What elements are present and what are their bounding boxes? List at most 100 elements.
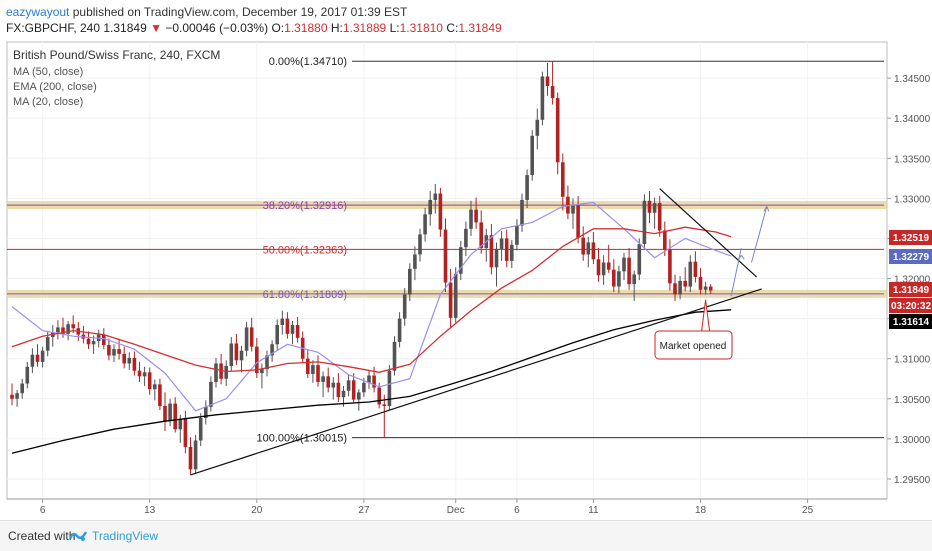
tradingview-logo-icon[interactable]: [68, 527, 88, 543]
candle-body: [321, 376, 325, 382]
candle-body: [632, 274, 636, 285]
fib-label: 50.00%(1.32363): [263, 244, 347, 256]
candle-body: [35, 354, 40, 362]
candle-body: [698, 276, 703, 290]
author-link[interactable]: eazywayout: [6, 5, 70, 19]
candle-body: [127, 357, 132, 364]
price-tag-label: 1.32519: [893, 233, 930, 244]
legend-ma50: MA (50, close): [13, 66, 83, 78]
candle-body: [239, 350, 244, 361]
candle-body: [703, 286, 708, 290]
candle-body: [428, 199, 432, 215]
candle-body: [657, 203, 662, 231]
candle-body: [91, 341, 96, 345]
x-tick-label: 13: [144, 505, 156, 516]
fib-label: 38.20%(1.32916): [263, 200, 347, 212]
projection-arrow-1: [730, 247, 742, 297]
candle-body: [382, 404, 387, 406]
candle-body: [311, 365, 315, 374]
ma50-line: [11, 226, 732, 373]
candle-body: [688, 261, 693, 287]
candle-body: [453, 273, 458, 318]
candle-body: [443, 229, 448, 283]
candle-body: [423, 214, 427, 235]
legend-ema200: EMA (200, close): [13, 81, 97, 93]
y-tick-label: 1.30500: [894, 395, 931, 406]
moving-averages: [11, 201, 732, 454]
legend-ma20: MA (20, close): [13, 96, 83, 108]
footer-bar: Created with TradingView: [0, 520, 932, 551]
candle-body: [555, 98, 560, 163]
candlesticks: [10, 61, 713, 475]
candle-body: [147, 372, 152, 390]
candle-body: [66, 324, 70, 334]
candle-body: [525, 175, 529, 200]
candle-body: [591, 242, 596, 260]
arrow-head-icon: [763, 206, 770, 212]
candle-body: [367, 375, 371, 383]
candle-body: [540, 76, 545, 120]
candle-body: [545, 76, 550, 87]
last-price: 1.31849: [103, 21, 147, 35]
candle-body: [673, 283, 677, 295]
candle-body: [377, 387, 381, 405]
candle-body: [510, 244, 514, 261]
price-chart[interactable]: 0.00%(1.34710) 38.20%(1.32916) 50.00%(1.32…: [0, 40, 932, 520]
price-change: −0.00046 (−0.03%): [165, 21, 269, 35]
price-tag: [889, 298, 932, 313]
candle-body: [112, 349, 116, 356]
low-label: L:: [389, 21, 400, 35]
candle-body: [474, 209, 478, 223]
drawings: Market opened: [190, 188, 770, 476]
y-tick-label: 1.32000: [894, 275, 931, 286]
candle-body: [576, 205, 580, 238]
fib-label: 61.80%(1.31809): [263, 289, 347, 301]
candle-body: [571, 205, 575, 214]
fib-label: 0.00%(1.34710): [269, 56, 347, 68]
candle-body: [418, 234, 422, 255]
candle-body: [392, 341, 397, 371]
candle-body: [285, 318, 290, 334]
callout-box: [654, 330, 733, 360]
candle-body: [122, 353, 126, 364]
candle-body: [102, 334, 106, 346]
chart-legend: British Pound/Swiss Franc, 240, FXCM MA …: [13, 48, 220, 108]
y-tick-label: 1.34500: [894, 74, 931, 85]
price-tag: [889, 249, 932, 264]
candle-body: [270, 344, 274, 356]
candle-body: [336, 382, 341, 398]
candle-body: [158, 384, 162, 406]
candle-body: [520, 199, 524, 226]
candle-body: [622, 257, 626, 272]
candle-body: [494, 248, 499, 268]
candle-body: [275, 325, 279, 345]
candle-body: [346, 380, 351, 391]
high-value: 1.31889: [342, 21, 387, 35]
price-tag-label: 1.31849: [893, 285, 930, 296]
candle-body: [40, 350, 45, 362]
projection-arrow-2: [751, 206, 768, 263]
candle-body: [260, 369, 264, 374]
x-tick-label: 11: [588, 505, 599, 516]
support-trendline: [190, 288, 762, 476]
candle-body: [331, 382, 336, 388]
price-tag: [889, 282, 932, 297]
candle-body: [173, 403, 177, 430]
candle-body: [530, 135, 534, 176]
tradingview-brand-link[interactable]: TradingView: [92, 529, 159, 543]
candle-body: [683, 280, 687, 287]
candle-body: [295, 325, 300, 338]
x-tick-label: 25: [802, 505, 814, 516]
candle-body: [668, 249, 672, 284]
ohlc-line: FX:GBPCHF, 240 1.31849 ▼ −0.00046 (−0.03…: [6, 21, 502, 35]
candle-body: [438, 193, 443, 230]
candle-body: [448, 282, 453, 318]
candle-body: [86, 338, 91, 345]
candle-body: [387, 370, 392, 406]
candle-body: [433, 193, 438, 200]
published-text: published on TradingView.com, December 1…: [72, 5, 408, 19]
candle-body: [397, 318, 402, 342]
candle-body: [362, 382, 366, 393]
candle-body: [678, 280, 682, 295]
header-bar: eazywayout published on TradingView.com,…: [0, 0, 932, 40]
